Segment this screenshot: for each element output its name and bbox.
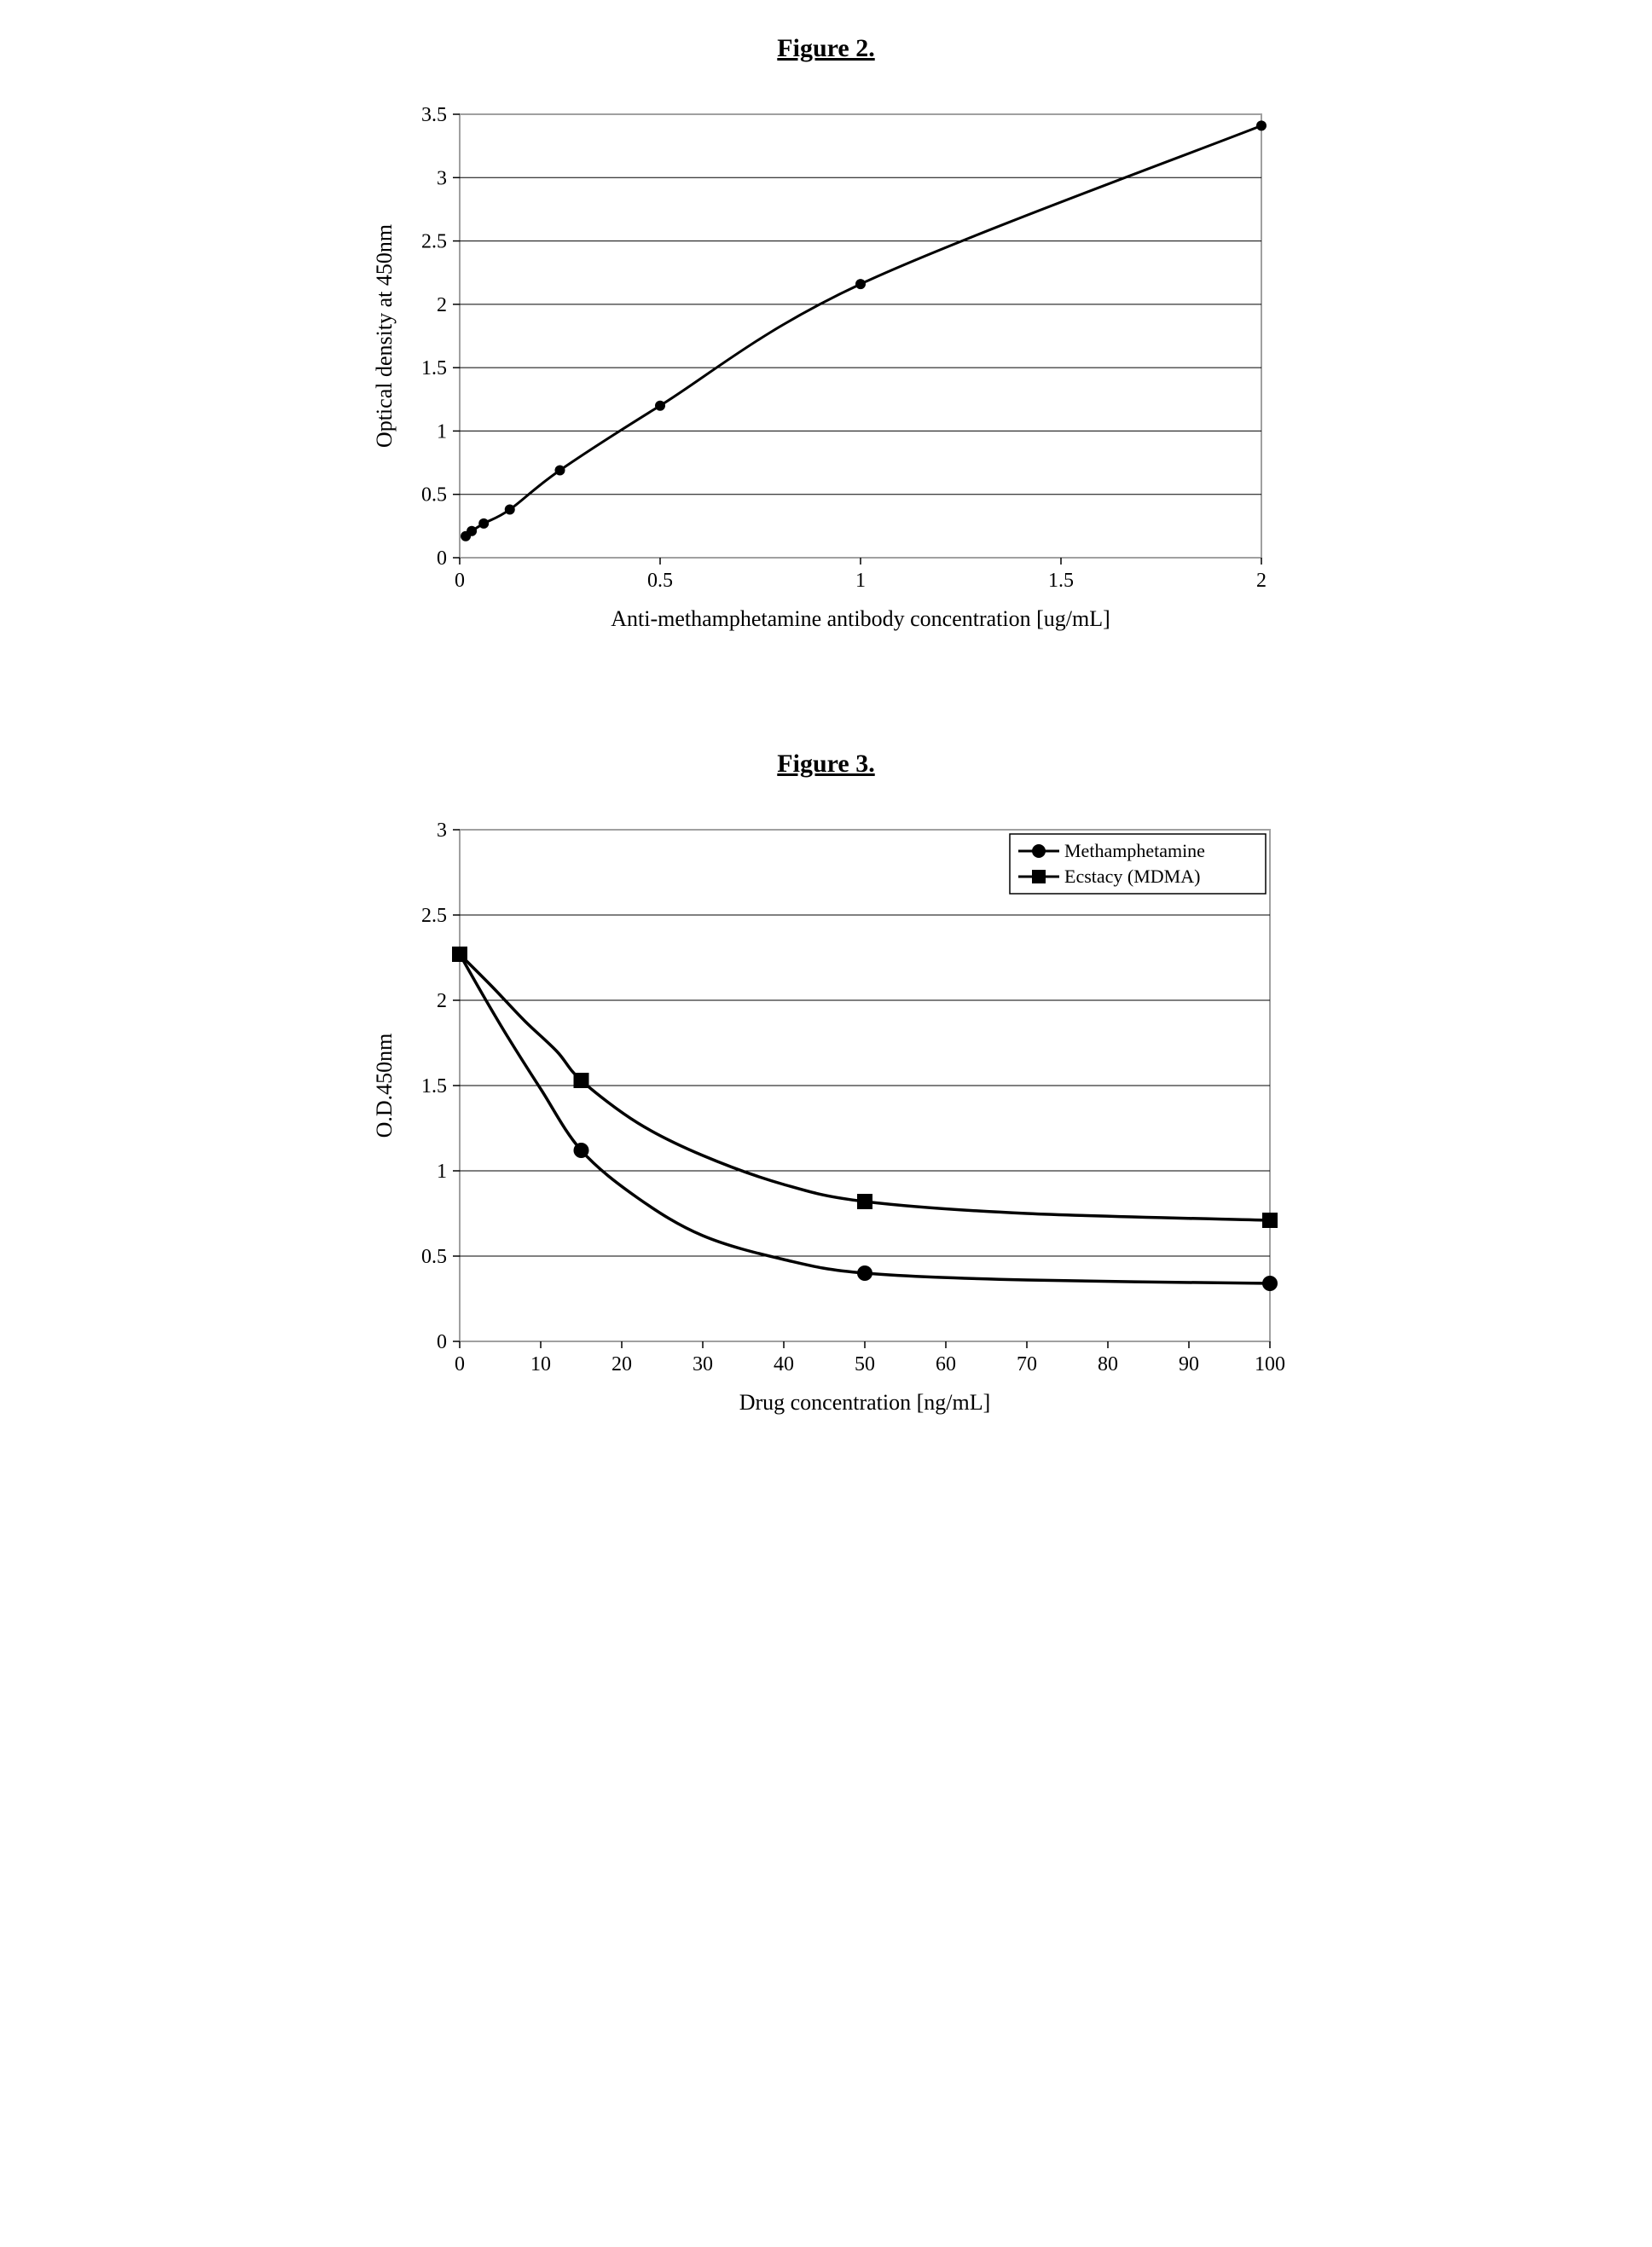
svg-text:1: 1 [437, 420, 447, 443]
svg-text:0.5: 0.5 [421, 484, 447, 507]
figure-2: Figure 2. 0 0.5 1 1.5 2 2.5 3 3.5 0 0.5 1 1.5 2 Anti-… [357, 34, 1296, 647]
svg-text:70: 70 [1017, 1353, 1037, 1375]
svg-text:10: 10 [530, 1353, 551, 1375]
svg-text:1: 1 [855, 570, 866, 592]
svg-text:50: 50 [855, 1353, 875, 1375]
svg-text:20: 20 [612, 1353, 632, 1375]
svg-text:0: 0 [455, 1353, 465, 1375]
svg-text:2: 2 [437, 294, 447, 316]
svg-text:Methamphetamine: Methamphetamine [1064, 840, 1205, 861]
svg-text:1.5: 1.5 [1048, 570, 1074, 592]
svg-text:Optical density at 450nm: Optical density at 450nm [372, 224, 397, 448]
figure-3-title: Figure 3. [357, 750, 1296, 779]
svg-text:2: 2 [437, 990, 447, 1012]
svg-text:0: 0 [437, 1331, 447, 1353]
figure-2-title: Figure 2. [357, 34, 1296, 63]
svg-text:O.D.450nm: O.D.450nm [372, 1034, 397, 1138]
svg-text:Anti-methamphetamine antibody: Anti-methamphetamine antibody concentrat… [611, 606, 1110, 631]
svg-text:3: 3 [437, 819, 447, 842]
svg-text:40: 40 [774, 1353, 794, 1375]
svg-text:60: 60 [936, 1353, 956, 1375]
svg-text:30: 30 [693, 1353, 713, 1375]
svg-text:2.5: 2.5 [421, 231, 447, 253]
svg-text:1: 1 [437, 1161, 447, 1183]
svg-text:2: 2 [1256, 570, 1267, 592]
figure-2-chart: 0 0.5 1 1.5 2 2.5 3 3.5 0 0.5 1 1.5 2 Anti-methamphet… [357, 97, 1296, 643]
svg-text:Drug concentration [ng/mL]: Drug concentration [ng/mL] [739, 1390, 990, 1415]
figure-3-chart: 00.511.522.530102030405060708090100Drug … [357, 813, 1296, 1427]
svg-text:80: 80 [1098, 1353, 1118, 1375]
svg-text:100: 100 [1255, 1353, 1285, 1375]
figure-3: Figure 3. 00.511.522.5301020304050607080… [357, 750, 1296, 1431]
svg-text:Ecstacy (MDMA): Ecstacy (MDMA) [1064, 866, 1200, 887]
svg-text:3.5: 3.5 [421, 104, 447, 126]
svg-text:0: 0 [437, 547, 447, 570]
svg-text:1.5: 1.5 [421, 357, 447, 379]
svg-text:1.5: 1.5 [421, 1075, 447, 1097]
svg-text:2.5: 2.5 [421, 905, 447, 927]
svg-text:3: 3 [437, 167, 447, 189]
svg-text:0.5: 0.5 [421, 1246, 447, 1268]
svg-text:0.5: 0.5 [647, 570, 673, 592]
svg-text:90: 90 [1179, 1353, 1199, 1375]
svg-text:0: 0 [455, 570, 465, 592]
